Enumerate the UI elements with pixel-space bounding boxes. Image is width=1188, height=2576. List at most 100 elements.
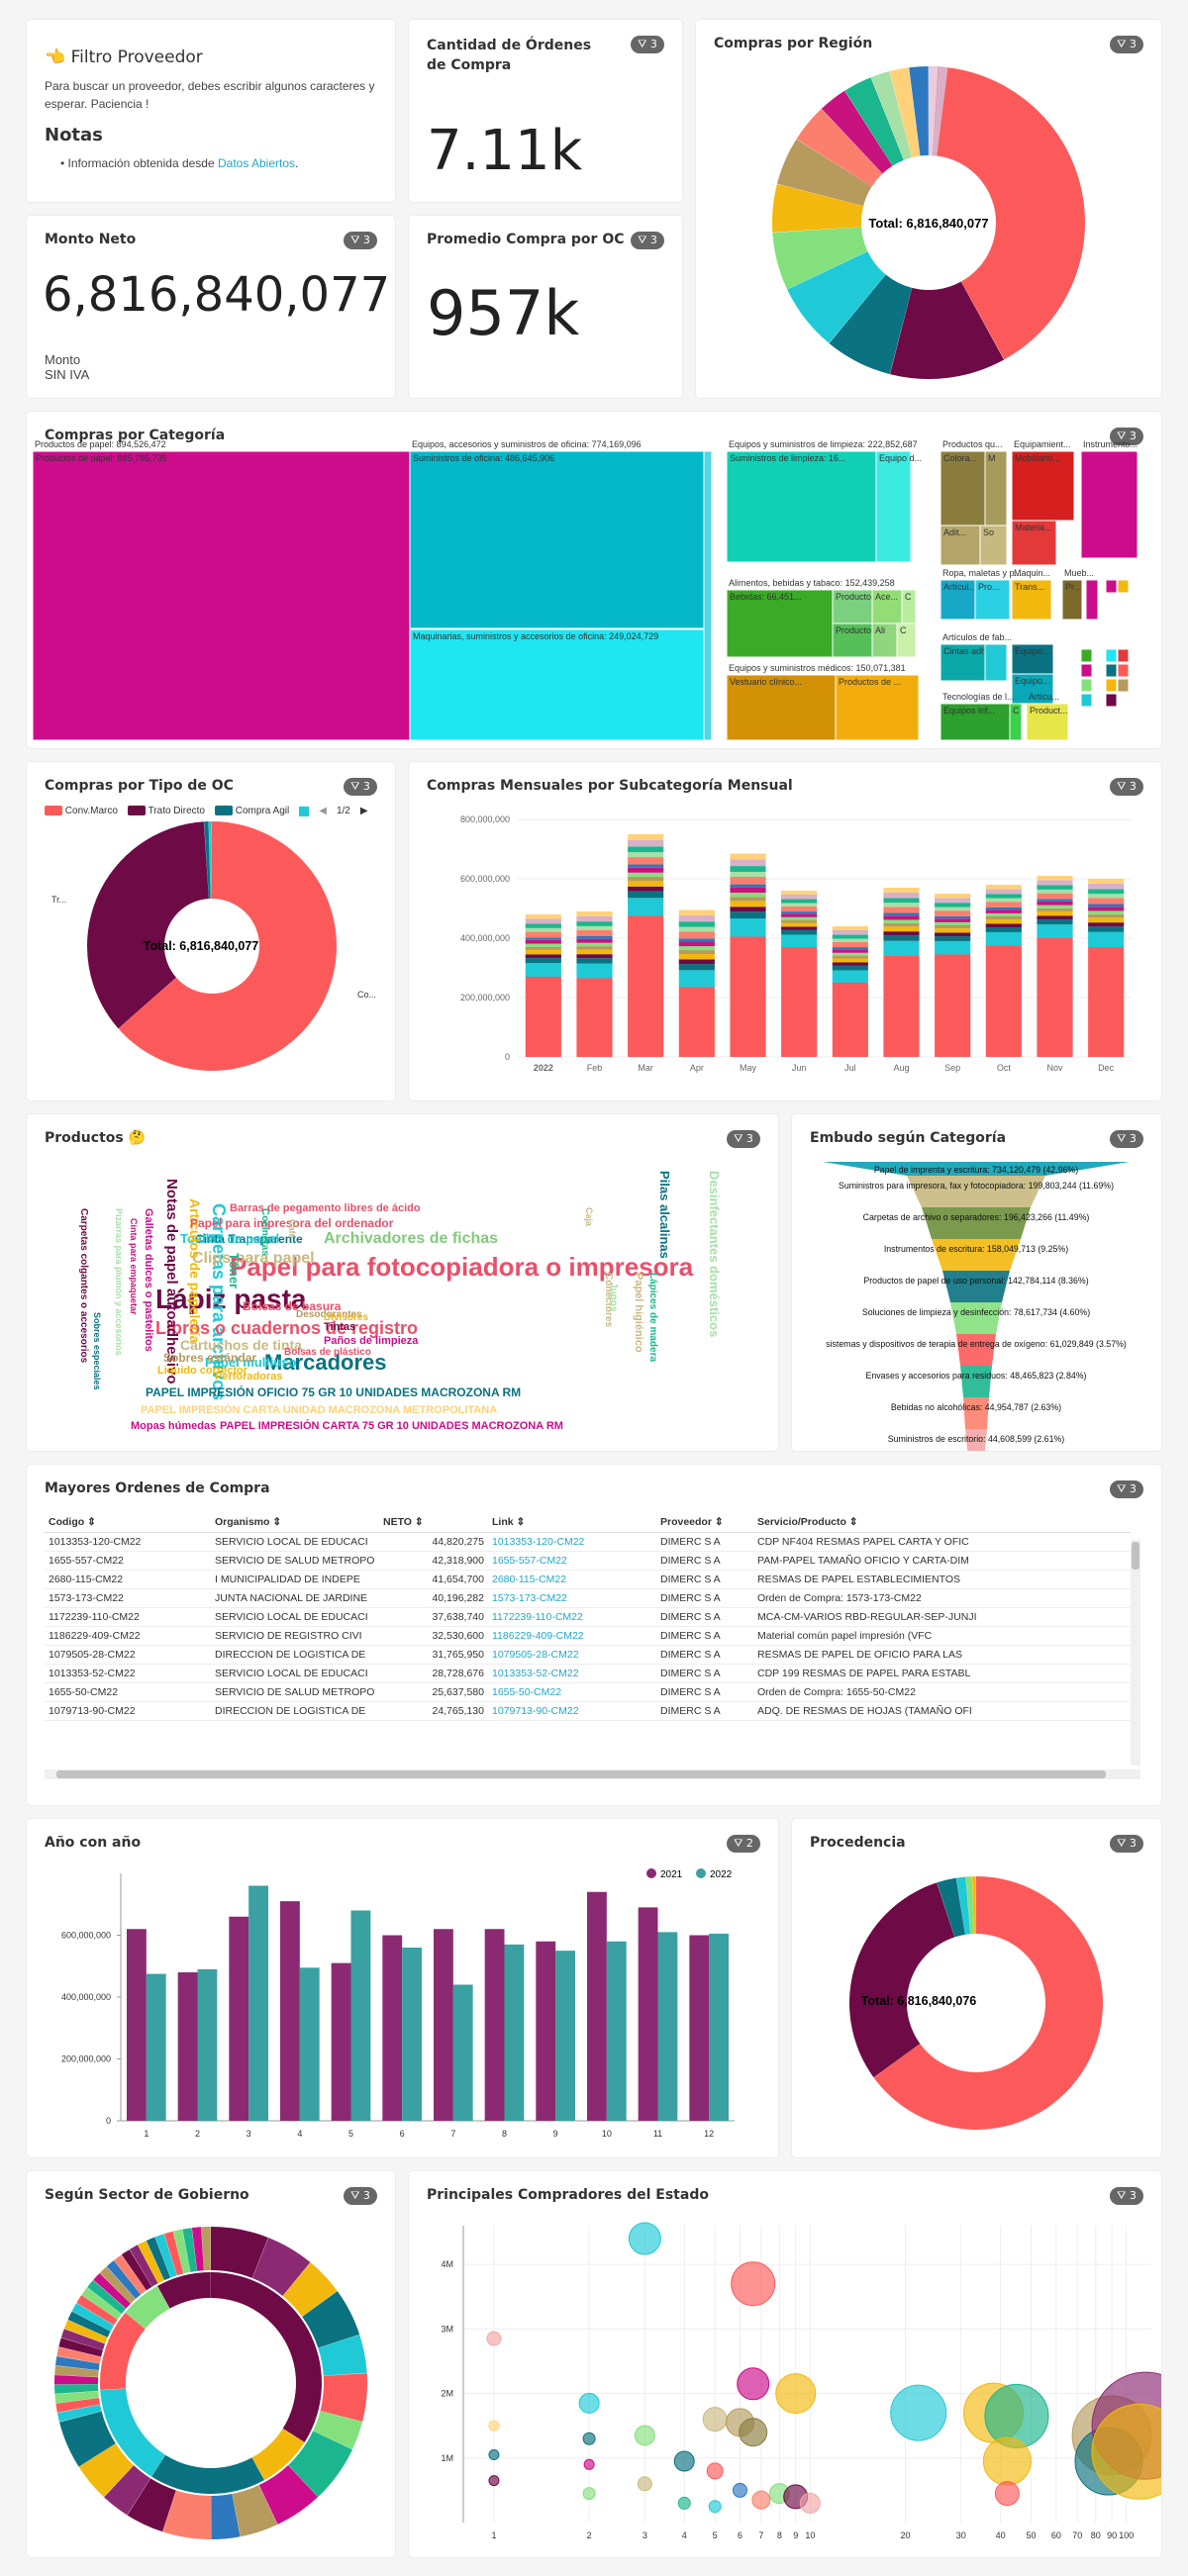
buyer-bubble[interactable] xyxy=(751,2490,771,2510)
filter-badge[interactable]: ⛛ 3 xyxy=(1110,1130,1143,1148)
legend-compra-agil[interactable]: Compra Agil xyxy=(214,806,289,816)
filter-badge[interactable]: ⛛ 3 xyxy=(1110,36,1143,53)
buyer-bubble[interactable] xyxy=(488,2420,500,2432)
buyer-bubble[interactable] xyxy=(634,2425,655,2446)
table-cell[interactable]: 1655-50-CM22 xyxy=(488,1682,656,1702)
anual-bar-chart[interactable]: 2021 2022 0 200,000,000 400,000,000 600,000… xyxy=(27,1819,778,2157)
buyer-bubble[interactable] xyxy=(775,2373,817,2415)
buyer-bubble[interactable] xyxy=(637,2476,652,2492)
sector-sunburst-chart[interactable] xyxy=(27,2171,395,2557)
buyer-bubble[interactable] xyxy=(737,2367,770,2401)
column-header[interactable]: Link ⇕ xyxy=(488,1512,656,1533)
table-row[interactable]: 1079713-90-CM22 DIRECCION DE LOGISTICA DE… xyxy=(45,1701,1131,1721)
column-header[interactable]: Proveedor ⇕ xyxy=(656,1512,753,1533)
region-slice xyxy=(909,66,929,156)
table-row[interactable]: 1655-557-CM22 SERVICIO DE SALUD METROPO 42… xyxy=(45,1551,1131,1571)
buyer-bubble[interactable] xyxy=(702,2407,728,2433)
table-row[interactable]: 1573-173-CM22 JUNTA NACIONAL DE JARDINE 40… xyxy=(45,1588,1131,1608)
filter-badge[interactable]: ⛛ 3 xyxy=(631,36,664,53)
filter-badge[interactable]: ⛛ 2 xyxy=(727,1835,760,1853)
buyer-bubble[interactable] xyxy=(677,2496,691,2510)
filter-badge[interactable]: ⛛ 3 xyxy=(1110,778,1143,796)
table-cell[interactable]: 1079713-90-CM22 xyxy=(488,1701,656,1721)
region-donut-chart[interactable]: Total: 6,816,840,077 xyxy=(696,20,1161,398)
filter-badge[interactable]: ⛛ 3 xyxy=(344,232,377,249)
legend-prev-icon[interactable]: ◀ xyxy=(319,806,327,816)
table-cell[interactable]: 1573-173-CM22 xyxy=(488,1588,656,1608)
tipo-oc-donut-chart[interactable]: Total: 6,816,840,077 Tr... Co... xyxy=(27,762,395,1100)
table-cell[interactable]: 1655-557-CM22 xyxy=(488,1551,656,1571)
categoria-treemap[interactable]: Productos de papel: 894,526,472 Productos… xyxy=(27,412,1161,748)
productos-word-cloud[interactable]: Papel para fotocopiadora o impresoraLápi… xyxy=(27,1114,778,1451)
table-cell[interactable]: 1172239-110-CM22 xyxy=(488,1607,656,1627)
buyer-bubble[interactable] xyxy=(488,2475,500,2487)
legend-2021-label[interactable]: 2021 xyxy=(660,1869,683,1880)
treemap-cell xyxy=(1011,450,1075,522)
table-row[interactable]: 1013353-52-CM22 SERVICIO LOCAL DE EDUCACI… xyxy=(45,1664,1131,1683)
vertical-scrollbar[interactable] xyxy=(1131,1540,1140,1765)
filter-badge[interactable]: ⛛ 3 xyxy=(1110,2187,1143,2205)
filter-badge[interactable]: ⛛ 3 xyxy=(344,2187,377,2205)
buyer-bubble[interactable] xyxy=(708,2500,722,2514)
buyer-bubble[interactable] xyxy=(1091,2403,1161,2500)
buyer-bubble[interactable] xyxy=(578,2392,600,2414)
table-row[interactable]: 1013353-120-CM22 SERVICIO LOCAL DE EDUCAC… xyxy=(45,1532,1131,1552)
filter-badge[interactable]: ⛛ 3 xyxy=(1110,1835,1143,1853)
table-row[interactable]: 2680-115-CM22 I MUNICIPALIDAD DE INDEPE 41… xyxy=(45,1570,1131,1589)
legend-conv-marco[interactable]: Conv.Marco xyxy=(45,806,118,816)
legend-trato-directo[interactable]: Trato Directo xyxy=(127,806,205,816)
treemap-group-label: Artículos de fab... xyxy=(942,632,1012,642)
buyer-bubble[interactable] xyxy=(583,2458,595,2470)
buyer-bubble[interactable] xyxy=(732,2482,747,2498)
table-row[interactable]: 1186229-409-CM22 SERVICIO DE REGISTRO CIV… xyxy=(45,1626,1131,1646)
buyer-bubble[interactable] xyxy=(994,2481,1020,2507)
buyer-bubble[interactable] xyxy=(731,2261,776,2307)
table-row[interactable]: 1079505-28-CM22 DIRECCION DE LOGISTICA DE… xyxy=(45,1645,1131,1665)
table-row[interactable]: 1172239-110-CM22 SERVICIO LOCAL DE EDUCAC… xyxy=(45,1607,1131,1627)
buyer-bubble[interactable] xyxy=(628,2222,661,2255)
table-row[interactable]: 1655-50-CM22 SERVICIO DE SALUD METROPO 25,… xyxy=(45,1682,1131,1702)
horizontal-scrollbar[interactable] xyxy=(45,1769,1140,1779)
datos-abiertos-link[interactable]: Datos Abiertos xyxy=(217,156,296,170)
buyer-bubble[interactable] xyxy=(984,2383,1049,2448)
table-cell[interactable]: 2680-115-CM22 xyxy=(488,1570,656,1589)
compradores-bubble-chart[interactable]: 1 2 3 4 5 6 7 8 9 10 20 30 40 50 60 70 80 90 100 1M 2M 3M 4M xyxy=(409,2171,1161,2557)
legend-2022-label[interactable]: 2022 xyxy=(710,1869,733,1880)
bar-segment xyxy=(935,954,971,1057)
bar-segment xyxy=(1037,938,1073,1057)
table-cell[interactable]: 1186229-409-CM22 xyxy=(488,1626,656,1646)
procedencia-donut-chart[interactable]: Total: 6,816,840,076 xyxy=(792,1819,1161,2157)
table-cell[interactable]: 1013353-120-CM22 xyxy=(488,1532,656,1552)
filter-badge[interactable]: ⛛ 3 xyxy=(727,1130,760,1148)
buyer-bubble[interactable] xyxy=(799,2492,821,2514)
filter-badge[interactable]: ⛛ 3 xyxy=(344,778,377,796)
mensual-bar-chart[interactable]: 0 200,000,000 400,000,000 600,000,000 800,00… xyxy=(409,762,1161,1100)
filter-badge[interactable]: ⛛ 3 xyxy=(631,232,664,249)
buyer-bubble[interactable] xyxy=(582,2487,596,2501)
buyer-bubble[interactable] xyxy=(582,2432,596,2445)
bar-segment xyxy=(985,902,1022,907)
filter-badge[interactable]: ⛛ 3 xyxy=(1110,428,1143,445)
bar-segment xyxy=(781,947,818,1057)
legend-next-icon[interactable]: ▶ xyxy=(359,806,368,816)
treemap-cell-label: Productos de papel: 885,785,735 xyxy=(36,453,167,463)
buyer-bubble[interactable] xyxy=(739,2418,768,2447)
embudo-funnel-chart[interactable]: Papel de imprenta y escritura: 734,120,4… xyxy=(792,1114,1161,1451)
table-cell: PAM-PAPEL TAMAÑO OFICIO Y CARTA-DIM xyxy=(753,1551,1131,1571)
filter-badge[interactable]: ⛛ 3 xyxy=(1110,1480,1143,1498)
buyer-bubble[interactable] xyxy=(486,2331,502,2346)
column-header[interactable]: NETO ⇕ xyxy=(379,1512,488,1533)
buyer-bubble[interactable] xyxy=(673,2450,695,2472)
buyer-bubble[interactable] xyxy=(706,2462,724,2480)
column-header[interactable]: Organismo ⇕ xyxy=(211,1512,379,1533)
bar-segment xyxy=(1088,917,1125,923)
x-tick-label: 10 xyxy=(602,2129,612,2139)
buyer-bubble[interactable] xyxy=(488,2449,500,2461)
bar-segment xyxy=(832,955,868,959)
column-header[interactable]: Codigo ⇕ xyxy=(45,1512,211,1533)
buyer-bubble[interactable] xyxy=(982,2436,1032,2486)
table-cell[interactable]: 1013353-52-CM22 xyxy=(488,1664,656,1683)
buyer-bubble[interactable] xyxy=(890,2384,947,2441)
column-header[interactable]: Servicio/Producto ⇕ xyxy=(753,1512,1131,1533)
table-cell[interactable]: 1079505-28-CM22 xyxy=(488,1645,656,1665)
